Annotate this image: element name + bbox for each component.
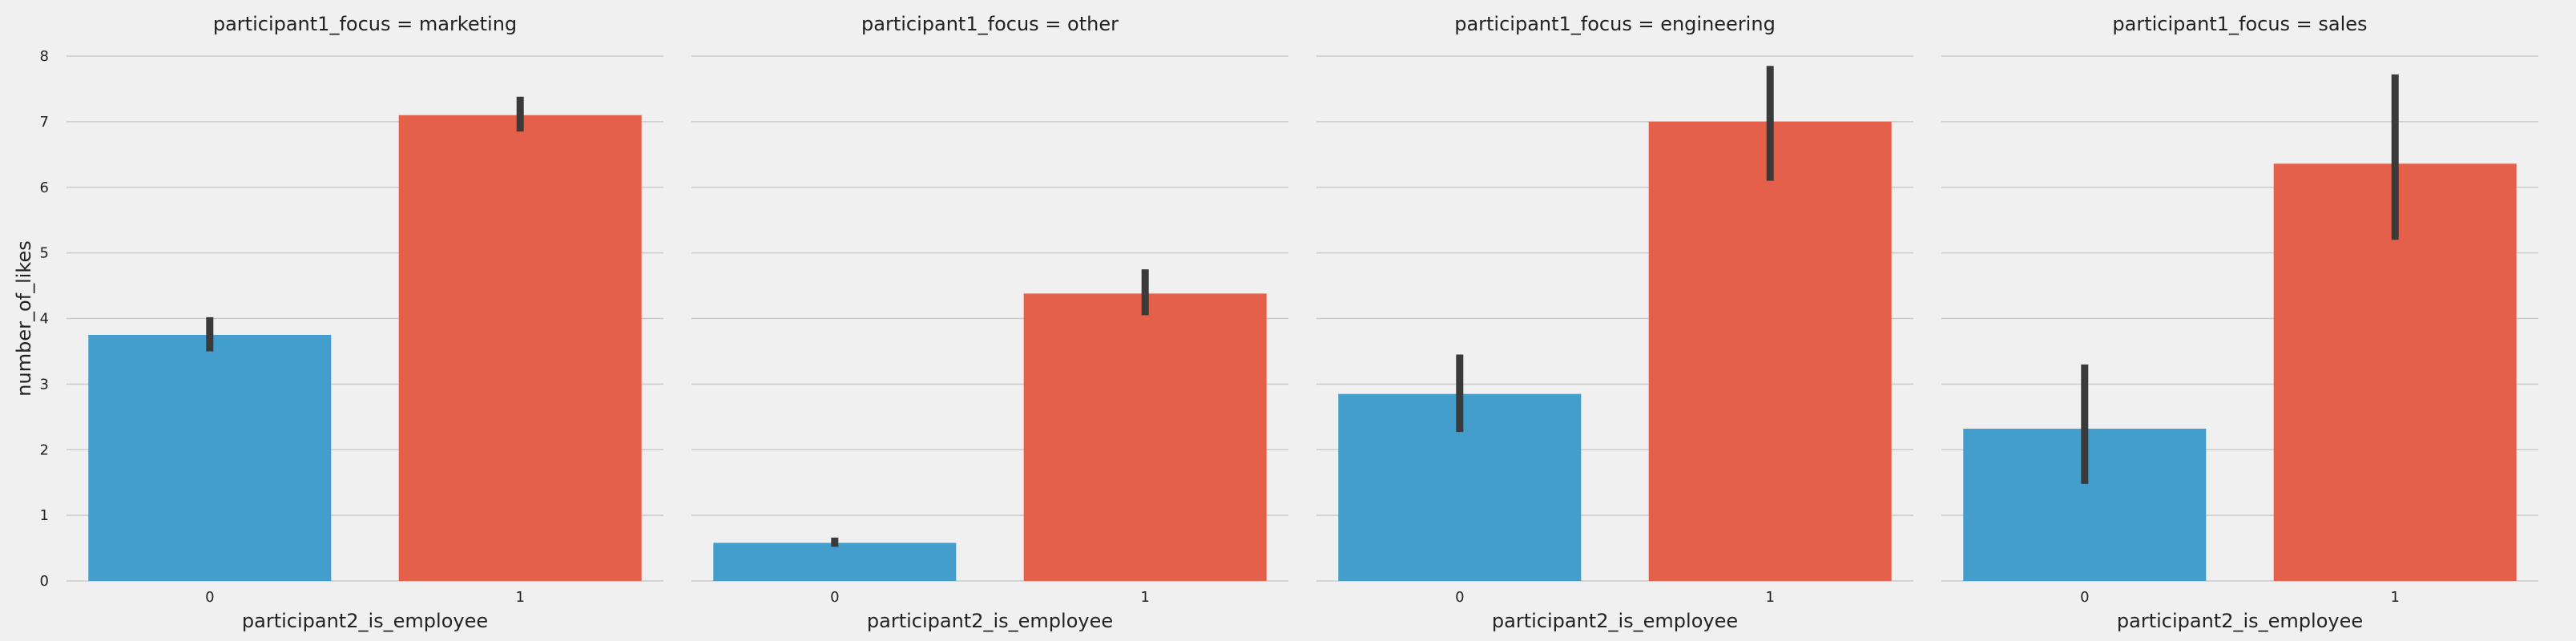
panel-title: participant1_focus = marketing (213, 13, 517, 35)
bar (88, 334, 332, 581)
y-tick-label: 7 (40, 114, 49, 131)
x-tick-label: 1 (1765, 589, 1774, 606)
bar (713, 542, 957, 581)
y-tick-label: 1 (40, 507, 49, 524)
panel-title: participant1_focus = sales (2112, 13, 2367, 35)
x-tick-label: 1 (515, 589, 524, 606)
x-tick-label: 1 (1140, 589, 1149, 606)
y-tick-label: 6 (40, 179, 49, 196)
x-axis-title: participant2_is_employee (2117, 610, 2363, 632)
x-tick-label: 0 (205, 589, 214, 606)
x-axis-title: participant2_is_employee (242, 610, 488, 632)
bar (398, 115, 642, 581)
x-axis-title: participant2_is_employee (867, 610, 1113, 632)
y-tick-label: 2 (40, 441, 49, 458)
y-tick-label: 4 (40, 311, 49, 328)
panel-title: participant1_focus = engineering (1454, 13, 1776, 35)
panel-title: participant1_focus = other (861, 13, 1119, 35)
y-tick-label: 5 (40, 245, 49, 262)
x-tick-label: 0 (2080, 589, 2089, 606)
bar (1648, 121, 1892, 581)
x-tick-label: 0 (830, 589, 839, 606)
y-axis-title: number_of_likes (13, 240, 35, 396)
y-tick-label: 8 (40, 48, 49, 65)
x-axis-title: participant2_is_employee (1492, 610, 1738, 632)
y-tick-label: 0 (40, 573, 49, 590)
y-tick-label: 3 (40, 376, 49, 393)
x-tick-label: 1 (2390, 589, 2399, 606)
bar (1023, 293, 1267, 581)
x-tick-label: 0 (1455, 589, 1464, 606)
